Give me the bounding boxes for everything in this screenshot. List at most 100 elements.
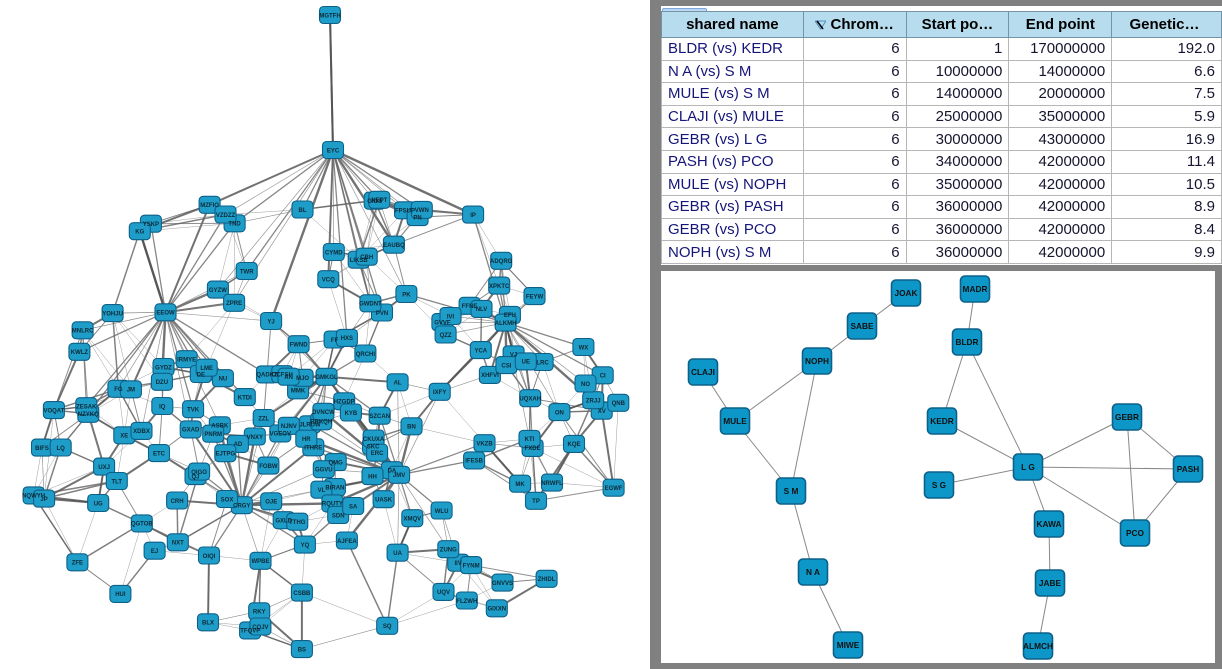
svg-text:ERC: ERC xyxy=(371,451,384,457)
svg-text:BN: BN xyxy=(407,425,416,431)
svg-text:GEBR: GEBR xyxy=(1115,412,1139,422)
svg-text:JM: JM xyxy=(127,388,135,394)
svg-text:TWR: TWR xyxy=(240,269,254,275)
svg-text:OIQI: OIQI xyxy=(203,554,216,560)
svg-text:VOQAT: VOQAT xyxy=(43,408,64,414)
svg-text:VL: VL xyxy=(318,488,326,494)
svg-text:RKY: RKY xyxy=(253,610,266,616)
svg-text:EYC: EYC xyxy=(327,148,340,154)
svg-text:MADR: MADR xyxy=(963,284,988,294)
svg-text:NZYKQ: NZYKQ xyxy=(78,412,99,418)
svg-text:SDN: SDN xyxy=(332,513,345,519)
svg-text:KYB: KYB xyxy=(345,411,358,417)
svg-text:S M: S M xyxy=(784,486,799,496)
svg-text:TND: TND xyxy=(228,222,241,228)
svg-text:QRCHI: QRCHI xyxy=(356,352,376,358)
svg-text:BBKQH: BBKQH xyxy=(310,420,332,426)
svg-text:HUI: HUI xyxy=(115,592,126,598)
svg-text:MNLRC: MNLRC xyxy=(72,329,94,335)
svg-text:MZFIO: MZFIO xyxy=(200,203,219,209)
svg-text:L G: L G xyxy=(1021,462,1035,472)
svg-text:ZESAK: ZESAK xyxy=(76,405,97,411)
svg-text:KEDR: KEDR xyxy=(930,416,954,426)
svg-text:CBH: CBH xyxy=(360,255,373,261)
svg-text:CI: CI xyxy=(600,374,606,380)
svg-text:BS: BS xyxy=(298,647,306,653)
svg-text:UE: UE xyxy=(522,360,530,366)
svg-text:GIXXN: GIXXN xyxy=(487,607,506,613)
svg-text:CQJV: CQJV xyxy=(252,625,268,631)
svg-text:VNXY: VNXY xyxy=(247,435,263,441)
svg-text:TVK: TVK xyxy=(187,408,200,414)
svg-text:PVN: PVN xyxy=(376,311,388,317)
svg-text:ZPRE: ZPRE xyxy=(226,301,242,307)
svg-text:VWN: VWN xyxy=(415,208,429,214)
svg-text:N A: N A xyxy=(806,567,820,577)
svg-text:YSKP: YSKP xyxy=(143,222,159,228)
svg-text:FF: FF xyxy=(331,338,339,344)
svg-text:IVI: IVI xyxy=(447,314,455,320)
svg-text:MIWE: MIWE xyxy=(837,640,860,650)
svg-text:GGVU: GGVU xyxy=(315,468,333,474)
svg-text:NO: NO xyxy=(581,382,590,388)
svg-text:MJO: MJO xyxy=(296,376,309,382)
svg-text:WX: WX xyxy=(579,345,589,351)
svg-text:EFU: EFU xyxy=(504,313,516,319)
svg-text:FLZWH: FLZWH xyxy=(456,599,477,605)
svg-text:ZRJJ: ZRJJ xyxy=(586,399,601,405)
svg-text:KTDI: KTDI xyxy=(238,395,252,401)
svg-text:DVNCW: DVNCW xyxy=(312,410,335,416)
svg-text:ZZL: ZZL xyxy=(258,416,269,422)
svg-text:UQXAH: UQXAH xyxy=(519,397,541,403)
svg-text:XHFVI: XHFVI xyxy=(481,373,499,379)
svg-text:SKC: SKC xyxy=(367,444,380,450)
svg-text:MGTFH: MGTFH xyxy=(319,13,340,19)
svg-text:NU: NU xyxy=(219,377,228,383)
svg-text:QGTOB: QGTOB xyxy=(131,522,154,528)
svg-text:PASH: PASH xyxy=(1177,464,1199,474)
svg-text:CRH: CRH xyxy=(171,499,184,505)
svg-text:PCO: PCO xyxy=(1126,528,1145,538)
svg-text:ALMCH: ALMCH xyxy=(1023,641,1053,651)
svg-text:UA: UA xyxy=(393,551,402,557)
svg-text:NXT: NXT xyxy=(172,541,184,547)
svg-text:BL: BL xyxy=(299,208,307,214)
svg-text:GYDZ: GYDZ xyxy=(155,365,172,371)
svg-text:XPKTC: XPKTC xyxy=(489,284,510,290)
svg-text:VKZB: VKZB xyxy=(476,442,493,448)
svg-text:GMKGL: GMKGL xyxy=(315,375,338,381)
svg-text:IFESB: IFESB xyxy=(465,459,483,465)
svg-text:FG: FG xyxy=(114,387,123,393)
svg-text:S G: S G xyxy=(932,480,946,490)
svg-text:SOX: SOX xyxy=(221,497,234,503)
svg-text:QIGO: QIGO xyxy=(191,470,207,476)
svg-text:TP: TP xyxy=(532,499,540,505)
svg-text:CKUXA: CKUXA xyxy=(363,437,385,443)
svg-text:KG: KG xyxy=(135,230,144,236)
svg-text:BIRAN: BIRAN xyxy=(325,485,344,491)
svg-text:IIV: IIV xyxy=(455,561,462,567)
svg-text:LME: LME xyxy=(200,366,213,372)
svg-text:AL: AL xyxy=(394,381,402,387)
svg-text:OJE: OJE xyxy=(265,500,277,506)
svg-text:CSI: CSI xyxy=(501,363,511,369)
svg-text:BLDR: BLDR xyxy=(955,337,978,347)
svg-text:KWLZ: KWLZ xyxy=(71,350,89,356)
svg-text:VGEOV: VGEOV xyxy=(270,432,291,438)
svg-text:CSBB: CSBB xyxy=(293,591,311,597)
svg-text:LQ: LQ xyxy=(57,446,66,452)
svg-text:IRMYE: IRMYE xyxy=(177,358,196,364)
svg-text:EEOW: EEOW xyxy=(156,311,175,317)
svg-text:IXFY: IXFY xyxy=(433,390,446,396)
svg-text:KTI: KTI xyxy=(525,437,535,443)
svg-text:XV: XV xyxy=(598,409,606,415)
svg-text:YQ: YQ xyxy=(301,543,310,549)
svg-text:AN: AN xyxy=(284,375,293,381)
svg-text:EGWF: EGWF xyxy=(605,486,623,492)
svg-text:ZUNG: ZUNG xyxy=(440,548,457,554)
svg-text:PK: PK xyxy=(402,292,411,298)
svg-text:AD: AD xyxy=(234,442,243,448)
svg-text:EAUBQ: EAUBQ xyxy=(383,243,405,249)
svg-text:SA: SA xyxy=(349,504,358,510)
svg-text:JP: JP xyxy=(40,497,47,503)
